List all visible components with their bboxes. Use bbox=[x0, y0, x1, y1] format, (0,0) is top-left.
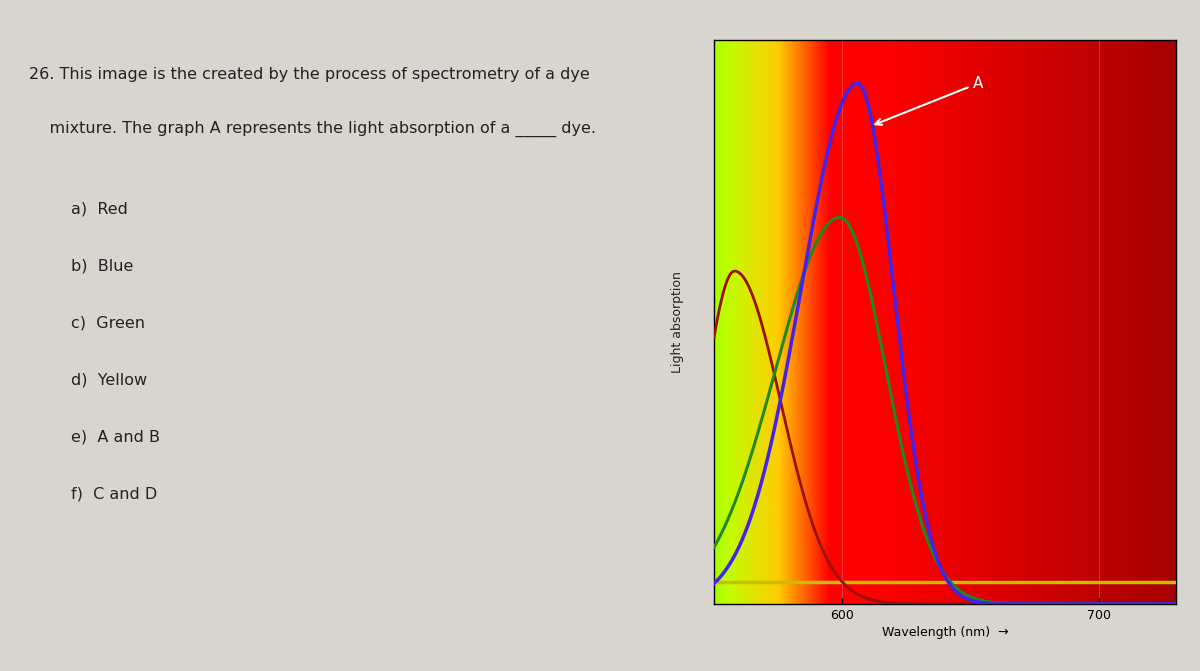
Text: A: A bbox=[875, 76, 984, 125]
Text: e)  A and B: e) A and B bbox=[72, 429, 161, 444]
Text: c)  Green: c) Green bbox=[72, 315, 145, 330]
X-axis label: Wavelength (nm)  →: Wavelength (nm) → bbox=[882, 626, 1008, 639]
Text: mixture. The graph A represents the light absorption of a _____ dye.: mixture. The graph A represents the ligh… bbox=[29, 121, 595, 137]
Text: f)  C and D: f) C and D bbox=[72, 486, 157, 501]
Text: d)  Yellow: d) Yellow bbox=[72, 372, 148, 387]
Text: b)  Blue: b) Blue bbox=[72, 258, 133, 273]
Text: 26. This image is the created by the process of spectrometry of a dye: 26. This image is the created by the pro… bbox=[29, 67, 589, 82]
Text: a)  Red: a) Red bbox=[72, 201, 128, 216]
Text: Light absorption: Light absorption bbox=[672, 271, 684, 373]
